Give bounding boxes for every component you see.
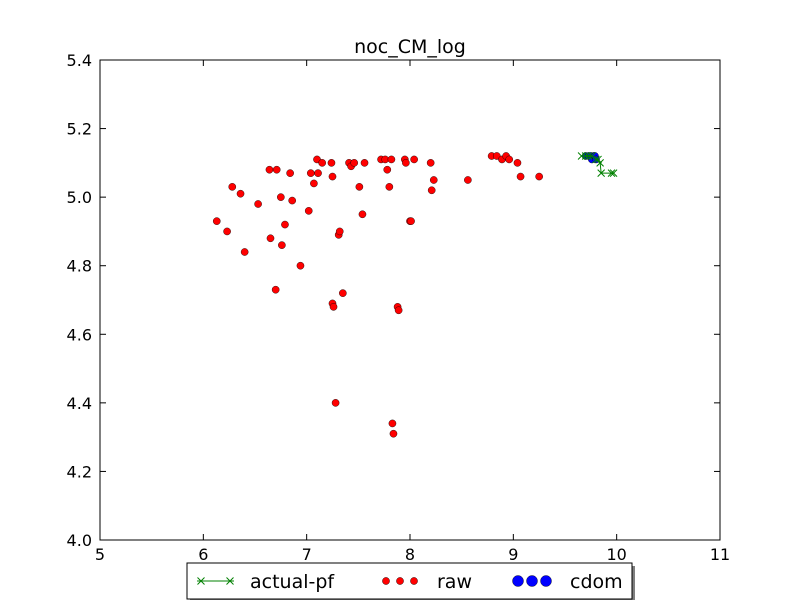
data-point xyxy=(335,227,344,236)
data-point xyxy=(594,155,602,164)
data-point xyxy=(355,183,364,191)
y-tick-label: 5.2 xyxy=(67,120,92,139)
legend-marker xyxy=(410,577,418,585)
legend-marker xyxy=(526,575,538,587)
x-tick-label: 7 xyxy=(302,545,312,564)
data-point xyxy=(310,179,318,188)
series-actual-pf xyxy=(577,152,618,177)
data-point xyxy=(402,159,410,167)
y-axis: 4.0 4.2 4.4 4.6 4.8 5.0 5.2 5.4 xyxy=(67,51,720,550)
data-point xyxy=(327,159,336,167)
x-tick-label: 8 xyxy=(405,545,415,564)
series-raw xyxy=(212,152,543,438)
y-tick-label: 5.0 xyxy=(67,188,92,207)
y-tick-label: 4.4 xyxy=(67,394,92,413)
chart-title: noc_CM_log xyxy=(354,36,466,58)
data-point xyxy=(387,155,396,164)
data-point xyxy=(607,169,616,177)
legend-item-cdom: cdom xyxy=(512,571,623,593)
x-tick-label: 5 xyxy=(95,545,105,564)
data-point xyxy=(314,169,322,177)
plot-area xyxy=(99,59,721,541)
data-point xyxy=(212,217,221,225)
data-point xyxy=(265,165,274,174)
data-point xyxy=(228,183,237,191)
data-point xyxy=(407,217,415,225)
data-point xyxy=(286,169,294,177)
legend-marker xyxy=(512,575,524,587)
data-point xyxy=(513,159,522,167)
data-point xyxy=(266,234,275,243)
data-point xyxy=(272,165,281,174)
data-point xyxy=(427,186,436,195)
data-point xyxy=(358,210,367,219)
data-point xyxy=(597,169,606,177)
data-point xyxy=(339,289,347,297)
data-point xyxy=(254,200,262,208)
legend-marker xyxy=(197,577,205,585)
data-point xyxy=(505,155,514,164)
y-tick-label: 4.0 xyxy=(67,531,92,550)
data-point xyxy=(516,172,525,181)
data-point xyxy=(388,419,397,428)
x-tick-label: 11 xyxy=(710,545,730,564)
data-point xyxy=(385,183,394,191)
legend-marker xyxy=(382,577,390,585)
legend: actual-pf raw cdom xyxy=(186,562,635,600)
data-point xyxy=(394,306,403,315)
x-tick-label: 10 xyxy=(606,545,626,564)
legend-label: cdom xyxy=(570,571,623,593)
data-point xyxy=(296,261,305,270)
data-point xyxy=(596,159,604,167)
data-point xyxy=(278,241,286,249)
data-point xyxy=(350,159,359,167)
data-point xyxy=(306,169,315,177)
data-point xyxy=(271,285,280,294)
data-point xyxy=(410,155,418,164)
legend-box xyxy=(186,562,633,600)
x-tick-label: 6 xyxy=(198,545,208,564)
data-point xyxy=(464,176,472,184)
y-tick-label: 4.8 xyxy=(67,257,92,276)
data-point xyxy=(240,248,249,256)
data-point xyxy=(329,303,338,311)
data-point xyxy=(277,193,285,201)
series-layer xyxy=(212,152,618,438)
data-point xyxy=(304,207,313,215)
data-point xyxy=(383,165,392,174)
data-point xyxy=(236,189,245,198)
data-point xyxy=(584,152,593,160)
y-tick-label: 4.2 xyxy=(67,462,92,481)
legend-item-raw: raw xyxy=(382,571,472,593)
legend-marker xyxy=(396,577,404,585)
y-tick-label: 5.4 xyxy=(67,51,92,70)
data-point xyxy=(360,159,369,167)
legend-item-actual-pf: actual-pf xyxy=(197,571,335,593)
x-axis: 5 6 7 8 9 10 11 xyxy=(95,60,730,564)
x-tick-label: 9 xyxy=(508,545,518,564)
data-point xyxy=(389,429,398,438)
data-point xyxy=(331,399,340,407)
legend-marker xyxy=(226,577,234,585)
legend-label: raw xyxy=(437,571,472,593)
data-point xyxy=(426,159,435,167)
data-point xyxy=(535,172,543,181)
data-point xyxy=(328,172,337,181)
y-tick-label: 4.6 xyxy=(67,325,92,344)
data-point xyxy=(609,169,618,177)
data-point xyxy=(281,220,289,229)
data-point xyxy=(223,227,231,236)
data-point xyxy=(429,176,438,184)
legend-label: actual-pf xyxy=(250,571,335,593)
data-point xyxy=(318,159,326,167)
legend-marker xyxy=(540,575,552,587)
data-point xyxy=(581,152,590,160)
data-point xyxy=(288,196,297,205)
